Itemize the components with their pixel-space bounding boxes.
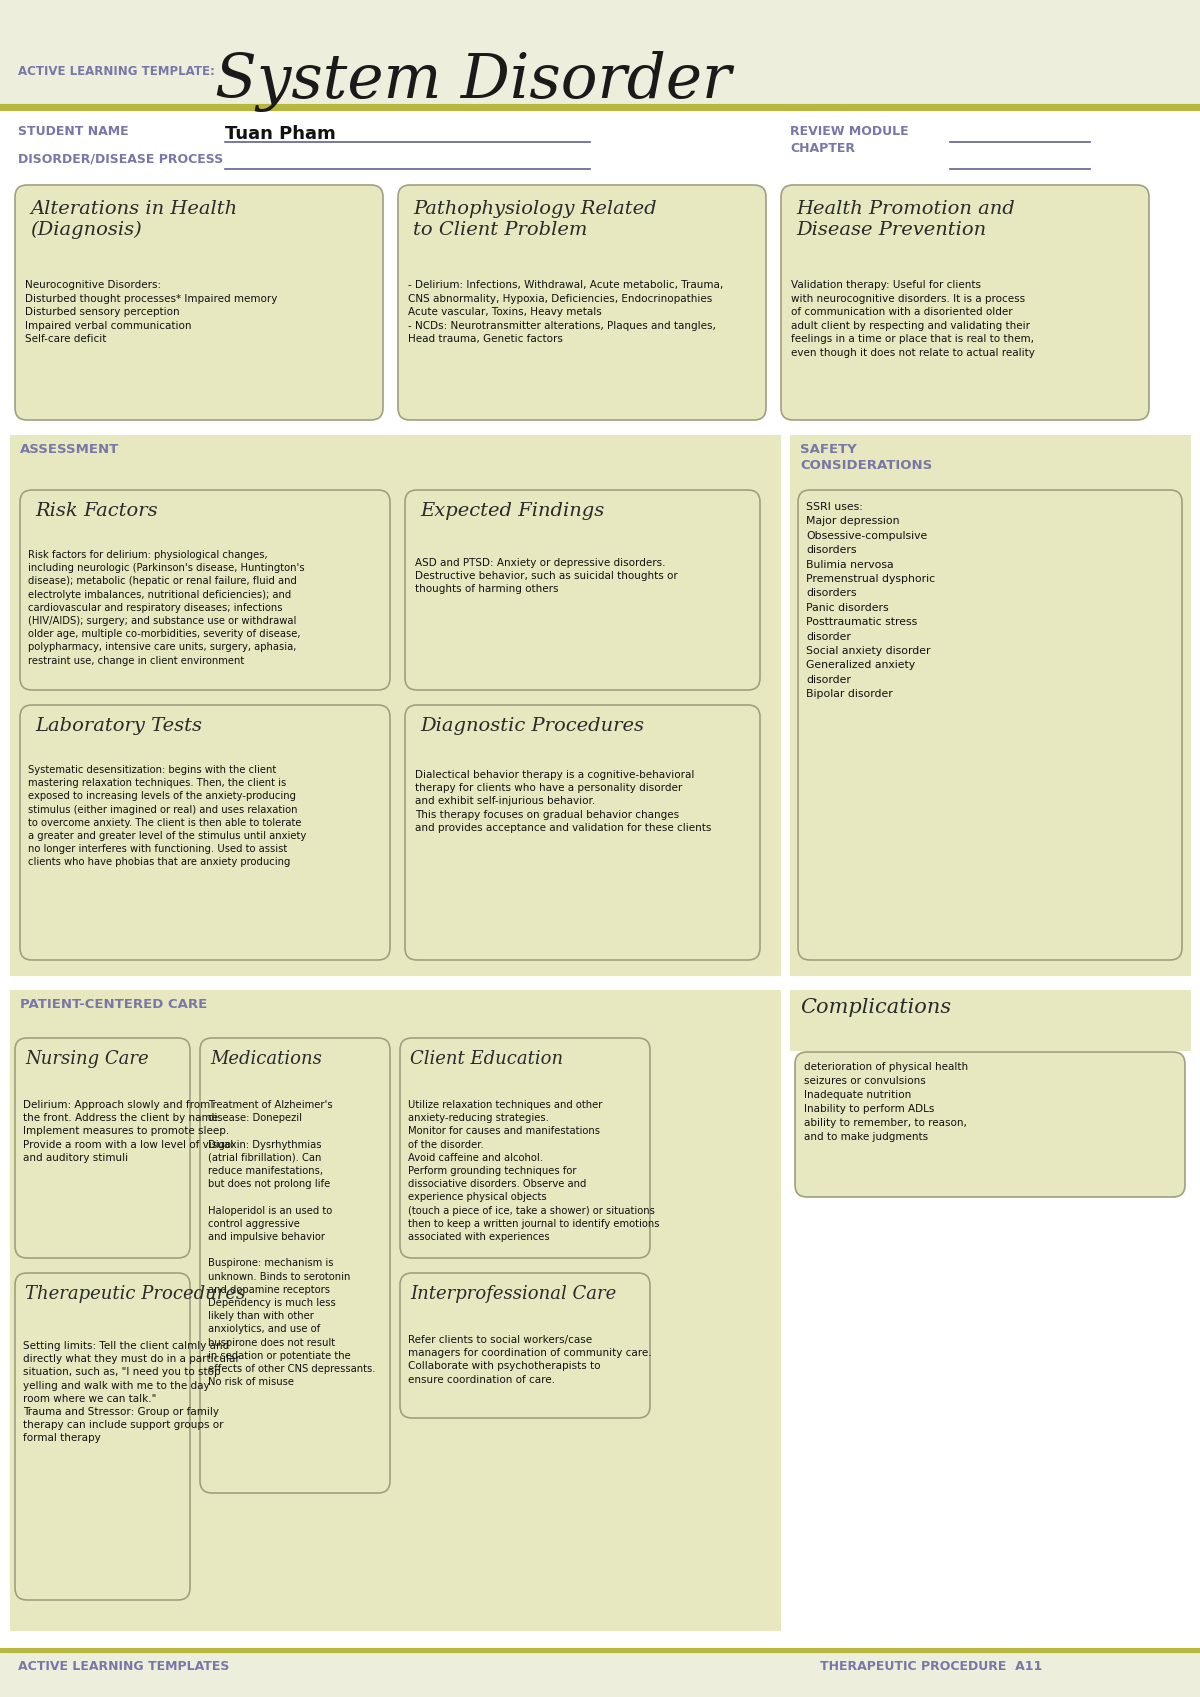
Text: Neurocognitive Disorders:
Disturbed thought processes* Impaired memory
Disturbed: Neurocognitive Disorders: Disturbed thou… — [25, 280, 277, 344]
Text: ACTIVE LEARNING TEMPLATES: ACTIVE LEARNING TEMPLATES — [18, 1660, 229, 1673]
FancyBboxPatch shape — [781, 185, 1150, 419]
Text: ASD and PTSD: Anxiety or depressive disorders.
Destructive behavior, such as sui: ASD and PTSD: Anxiety or depressive diso… — [415, 558, 678, 594]
FancyBboxPatch shape — [400, 1273, 650, 1419]
FancyBboxPatch shape — [200, 1039, 390, 1493]
Text: Setting limits: Tell the client calmly and
directly what they must do in a parti: Setting limits: Tell the client calmly a… — [23, 1341, 240, 1444]
Text: Client Education: Client Education — [410, 1050, 563, 1067]
Text: STUDENT NAME: STUDENT NAME — [18, 126, 128, 137]
Text: Nursing Care: Nursing Care — [25, 1050, 149, 1067]
FancyBboxPatch shape — [14, 185, 383, 419]
FancyBboxPatch shape — [398, 185, 766, 419]
Bar — [0, 0, 1200, 110]
FancyBboxPatch shape — [20, 490, 390, 691]
FancyBboxPatch shape — [14, 1039, 190, 1257]
Text: PATIENT-CENTERED CARE: PATIENT-CENTERED CARE — [20, 998, 208, 1011]
Text: Risk Factors: Risk Factors — [35, 502, 157, 519]
FancyBboxPatch shape — [798, 490, 1182, 961]
Text: Alterations in Health
(Diagnosis): Alterations in Health (Diagnosis) — [30, 200, 238, 239]
Text: Systematic desensitization: begins with the client
mastering relaxation techniqu: Systematic desensitization: begins with … — [28, 765, 306, 867]
Text: SAFETY
CONSIDERATIONS: SAFETY CONSIDERATIONS — [800, 443, 932, 472]
FancyBboxPatch shape — [406, 490, 760, 691]
FancyBboxPatch shape — [796, 1052, 1186, 1196]
Text: Utilize relaxation techniques and other
anxiety-reducing strategies.
Monitor for: Utilize relaxation techniques and other … — [408, 1100, 660, 1242]
Bar — [10, 434, 780, 976]
Text: - Delirium: Infections, Withdrawal, Acute metabolic, Trauma,
CNS abnormality, Hy: - Delirium: Infections, Withdrawal, Acut… — [408, 280, 724, 344]
Text: Laboratory Tests: Laboratory Tests — [35, 718, 202, 735]
Text: Delirium: Approach slowly and from
the front. Address the client by name.
Implem: Delirium: Approach slowly and from the f… — [23, 1100, 233, 1162]
Text: ASSESSMENT: ASSESSMENT — [20, 443, 119, 456]
Text: Therapeutic Procedures: Therapeutic Procedures — [25, 1285, 245, 1303]
Text: Complications: Complications — [800, 998, 952, 1017]
Text: Expected Findings: Expected Findings — [420, 502, 605, 519]
Text: Refer clients to social workers/case
managers for coordination of community care: Refer clients to social workers/case man… — [408, 1336, 652, 1385]
Text: THERAPEUTIC PROCEDURE  A11: THERAPEUTIC PROCEDURE A11 — [820, 1660, 1043, 1673]
Text: REVIEW MODULE
CHAPTER: REVIEW MODULE CHAPTER — [790, 126, 908, 154]
Text: deterioration of physical health
seizures or convulsions
Inadequate nutrition
In: deterioration of physical health seizure… — [804, 1062, 968, 1142]
Bar — [0, 104, 1200, 110]
FancyBboxPatch shape — [400, 1039, 650, 1257]
FancyBboxPatch shape — [406, 704, 760, 961]
Text: Diagnostic Procedures: Diagnostic Procedures — [420, 718, 644, 735]
Text: Health Promotion and
Disease Prevention: Health Promotion and Disease Prevention — [796, 200, 1015, 239]
Bar — [790, 989, 1190, 1050]
Text: Dialectical behavior therapy is a cognitive-behavioral
therapy for clients who h: Dialectical behavior therapy is a cognit… — [415, 770, 712, 833]
Text: DISORDER/DISEASE PROCESS: DISORDER/DISEASE PROCESS — [18, 153, 223, 165]
Text: Interprofessional Care: Interprofessional Care — [410, 1285, 617, 1303]
Text: ACTIVE LEARNING TEMPLATE:: ACTIVE LEARNING TEMPLATE: — [18, 64, 215, 78]
Bar — [0, 1648, 1200, 1697]
Text: Treatment of Alzheimer's
disease: Donepezil

Digoxin: Dysrhythmias
(atrial fibri: Treatment of Alzheimer's disease: Donepe… — [208, 1100, 376, 1386]
Text: SSRI uses:
Major depression
Obsessive-compulsive
disorders
Bulimia nervosa
Preme: SSRI uses: Major depression Obsessive-co… — [806, 502, 935, 699]
Bar — [0, 1648, 1200, 1651]
FancyBboxPatch shape — [20, 704, 390, 961]
FancyBboxPatch shape — [14, 1273, 190, 1600]
Text: Medications: Medications — [210, 1050, 322, 1067]
Bar — [10, 989, 780, 1631]
Bar — [790, 434, 1190, 976]
Text: Validation therapy: Useful for clients
with neurocognitive disorders. It is a pr: Validation therapy: Useful for clients w… — [791, 280, 1034, 358]
Text: Pathophysiology Related
to Client Problem: Pathophysiology Related to Client Proble… — [413, 200, 656, 239]
Text: Risk factors for delirium: physiological changes,
including neurologic (Parkinso: Risk factors for delirium: physiological… — [28, 550, 305, 665]
Text: Tuan Pham: Tuan Pham — [226, 126, 336, 143]
Text: System Disorder: System Disorder — [215, 51, 731, 112]
